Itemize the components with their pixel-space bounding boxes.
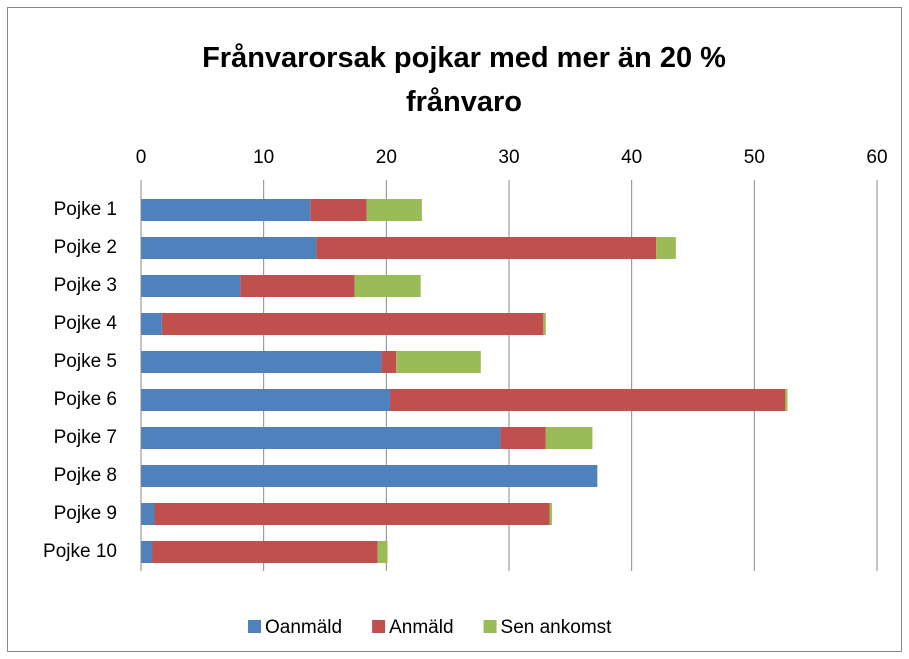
bar-segment <box>366 199 422 221</box>
bar-segment <box>500 427 546 449</box>
legend-label: Oanmäld <box>265 617 342 638</box>
y-tick-label: Pojke 1 <box>54 199 117 220</box>
x-tick-label: 0 <box>136 147 147 168</box>
y-tick-label: Pojke 10 <box>43 541 117 562</box>
bar-segment <box>141 237 317 259</box>
x-tick-label: 10 <box>253 147 274 168</box>
bar-segment <box>549 503 552 525</box>
legend-label: Anmäld <box>389 617 453 638</box>
bar-segment <box>240 275 355 297</box>
x-tick-label: 30 <box>498 147 519 168</box>
y-tick-label: Pojke 9 <box>54 503 117 524</box>
x-tick-label: 50 <box>744 147 765 168</box>
bar-segment <box>154 503 550 525</box>
bar-segment <box>656 237 676 259</box>
y-tick-label: Pojke 5 <box>54 351 117 372</box>
x-tick-label: 20 <box>376 147 397 168</box>
bar-segment <box>161 313 544 335</box>
y-tick-label: Pojke 4 <box>54 313 118 334</box>
bar-segment <box>141 275 241 297</box>
bar-segment <box>141 503 155 525</box>
x-tick-label: 60 <box>866 147 887 168</box>
bar-segment <box>141 541 153 563</box>
bar-segment <box>141 465 598 487</box>
bar-segment <box>310 199 367 221</box>
chart-title: Frånvarorsak pojkar med mer än 20 % från… <box>202 42 726 118</box>
bar-segment <box>141 427 501 449</box>
bar-segment <box>377 541 388 563</box>
y-tick-label: Pojke 6 <box>54 389 117 410</box>
bar-segment <box>785 389 788 411</box>
bar-segment <box>354 275 421 297</box>
legend-swatch <box>483 620 497 633</box>
legend-swatch <box>248 620 261 633</box>
y-tick-label: Pojke 7 <box>54 427 117 448</box>
bar-segment <box>141 389 391 411</box>
y-tick-label: Pojke 8 <box>54 465 117 486</box>
bar-segment <box>316 237 657 259</box>
y-tick-label: Pojke 3 <box>54 275 117 296</box>
x-tick-label: 40 <box>621 147 642 168</box>
y-tick-label: Pojke 2 <box>54 237 117 258</box>
legend-swatch <box>372 620 386 633</box>
bar-segment <box>141 351 382 373</box>
bar-segment <box>381 351 397 373</box>
bar-segment <box>545 427 593 449</box>
bar-segment <box>152 541 378 563</box>
bar-segment <box>390 389 785 411</box>
bar-segment <box>396 351 481 373</box>
bar-segment <box>141 313 162 335</box>
bar-segment <box>141 199 311 221</box>
legend-label: Sen ankomst <box>501 617 613 638</box>
bar-segment <box>543 313 546 335</box>
